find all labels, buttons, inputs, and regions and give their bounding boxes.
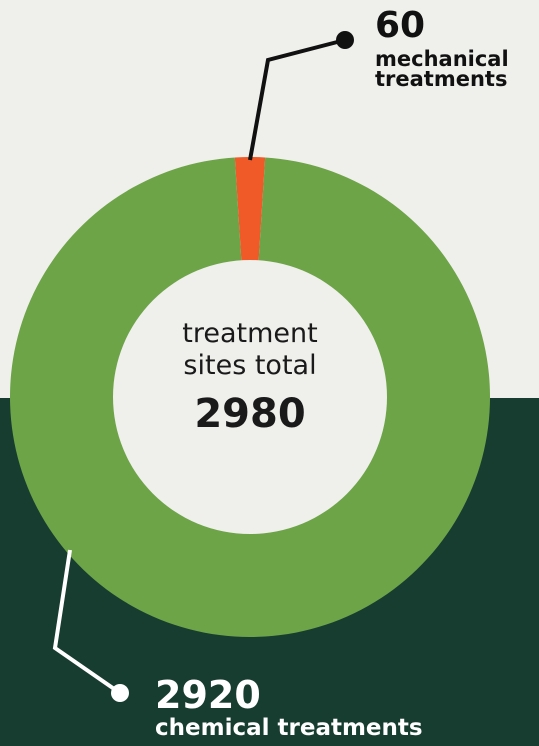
value-label: 60 xyxy=(375,5,426,46)
leader-line xyxy=(52,549,122,695)
label-group: 60 mechanical treatments xyxy=(375,8,535,90)
center-total: 2980 xyxy=(194,390,306,437)
center-title: treatment sites total xyxy=(182,318,318,382)
center-label: treatment sites total 2980 xyxy=(150,318,350,437)
category-label: mechanical treatments xyxy=(375,47,509,91)
category-label: chemical treatments xyxy=(155,715,423,741)
leader-dot xyxy=(111,684,129,702)
leader-line xyxy=(248,38,346,161)
leader-dot xyxy=(336,31,354,49)
label-group: 2920 chemical treatments xyxy=(155,676,423,740)
value-label: 2920 xyxy=(155,673,261,717)
donut-hole xyxy=(113,260,387,534)
